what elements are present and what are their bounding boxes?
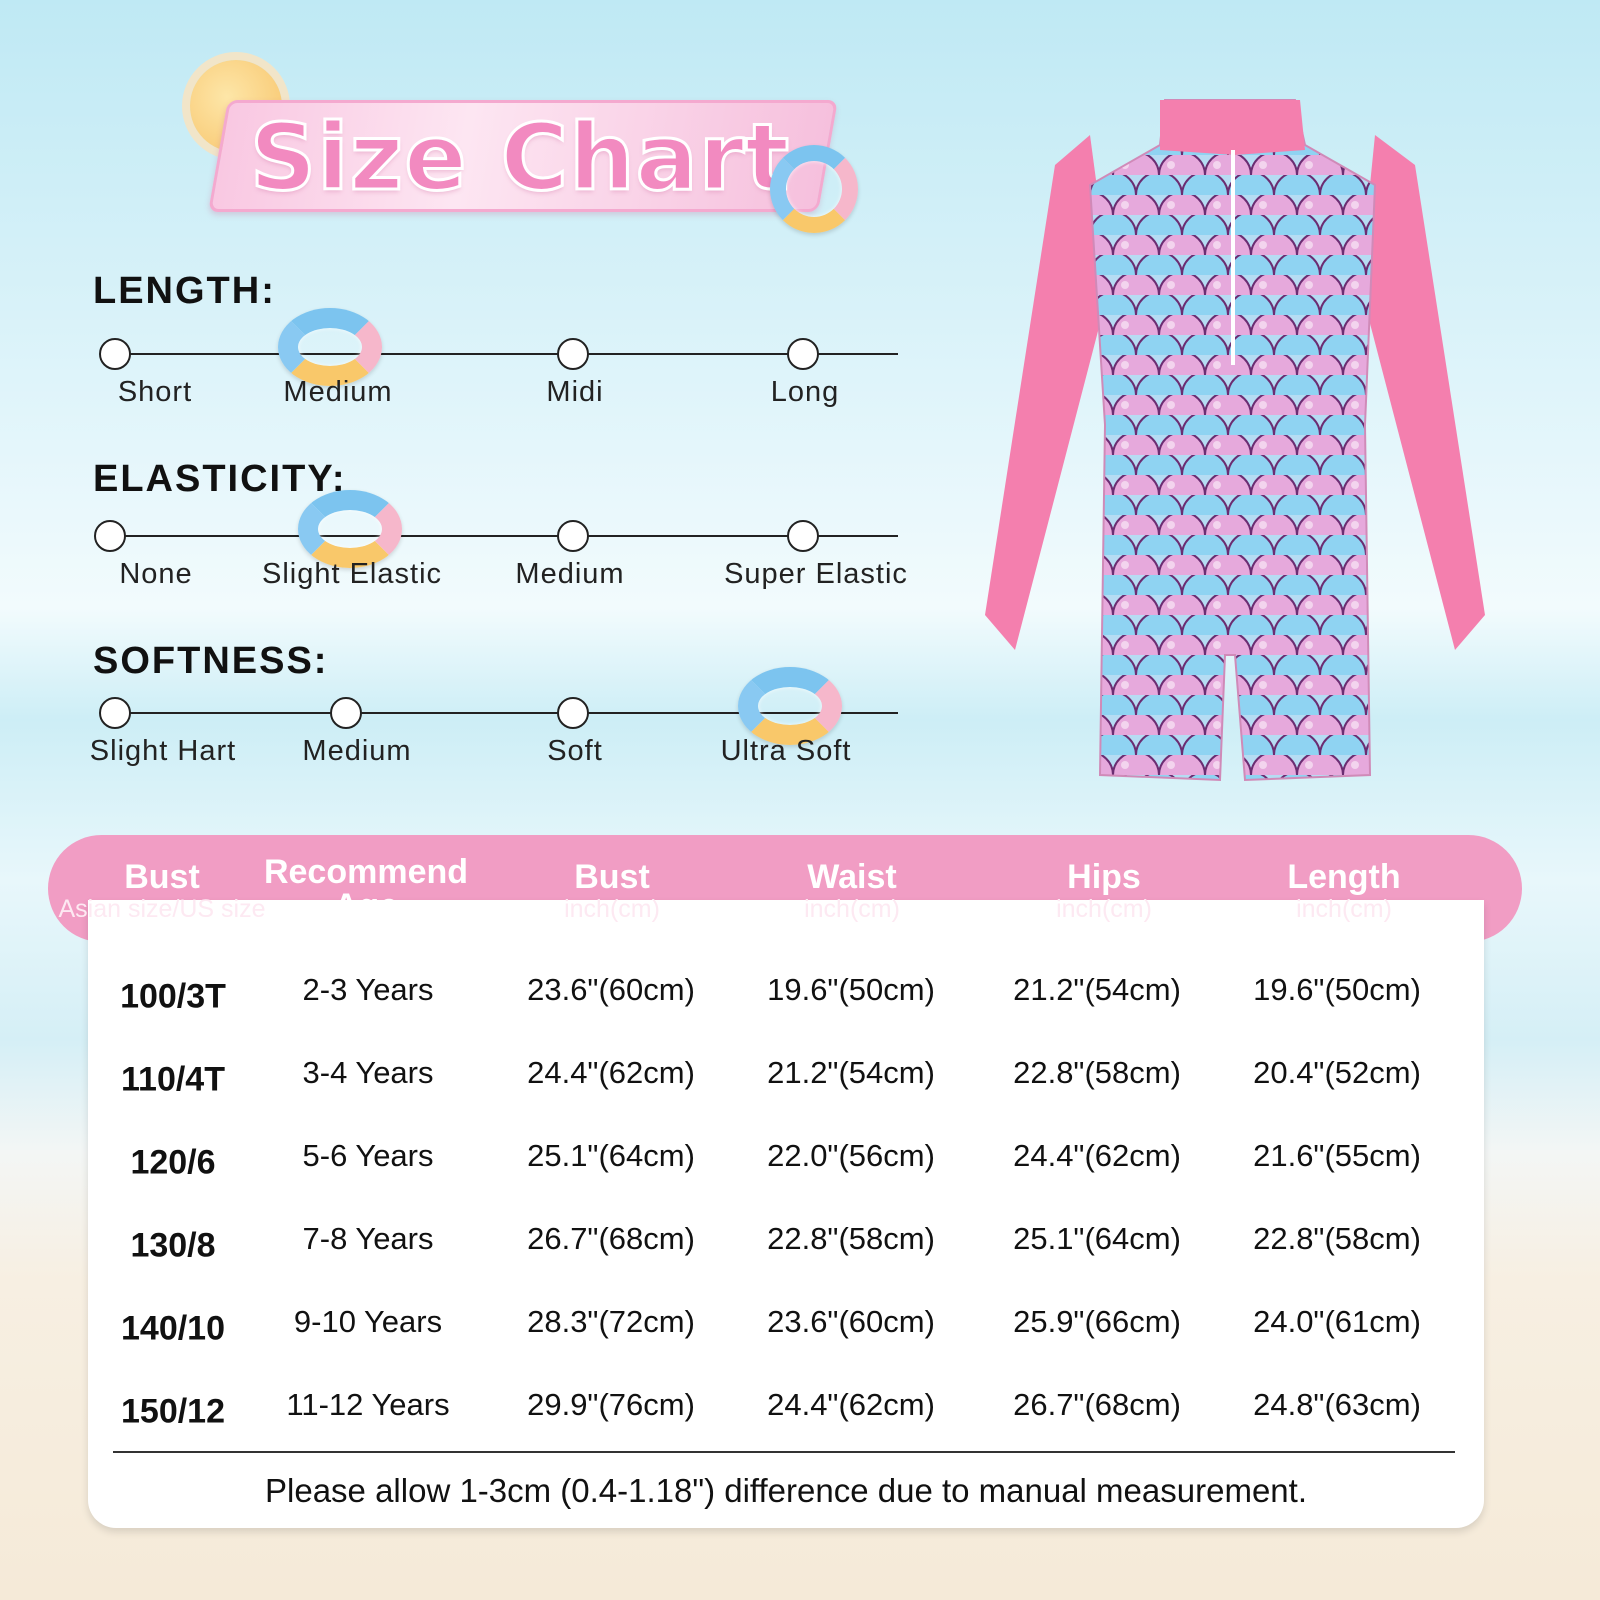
attribute-title: LENGTH: [93,270,276,312]
table-cell: 20.4"(52cm) [1253,1055,1421,1090]
scale-option-label: Medium [302,735,412,767]
table-cell: 2-3 Years [302,972,434,1007]
table-cell: 22.8"(58cm) [1253,1221,1421,1256]
scale-option-label: Long [770,376,840,408]
table-cell: 3-4 Years [302,1055,434,1090]
table-cell: 24.0"(61cm) [1253,1304,1421,1339]
table-cell: 26.7"(68cm) [527,1221,695,1256]
scale-option-label: None [119,558,193,590]
column-header: Length inch(cm) [1287,858,1401,923]
table-cell: 110/4T [121,1060,225,1099]
scale-point[interactable] [787,520,819,552]
attribute-title: ELASTICITY: [93,458,347,500]
divider [113,1451,1455,1453]
scale-option-label: Short [117,376,193,408]
column-header: Bust Asian size/US size [58,858,266,923]
table-cell: 24.4"(62cm) [527,1055,695,1090]
table-cell: 19.6"(50cm) [1253,972,1421,1007]
table-cell: 5-6 Years [302,1138,434,1173]
column-header: Bust inch(cm) [564,858,660,923]
scale-track [100,712,898,714]
scale-point[interactable] [99,338,131,370]
column-header: Hips inch(cm) [1056,858,1152,923]
table-cell: 23.6"(60cm) [527,972,695,1007]
scale-track [100,535,898,537]
table-cell: 7-8 Years [302,1221,434,1256]
swim-ring-icon [278,308,382,386]
table-cell: 24.4"(62cm) [1013,1138,1181,1173]
scale-option-label: Midi [546,376,604,408]
scale-option-label: Slight Elastic [261,558,443,590]
scale-option-label: Medium [515,558,625,590]
scale-option-label: Ultra Soft [720,735,852,767]
table-cell: 25.1"(64cm) [1013,1221,1181,1256]
scale-option-label: Super Elastic [724,558,908,590]
table-cell: 22.0"(56cm) [767,1138,935,1173]
scale-point[interactable] [330,697,362,729]
table-cell: 29.9"(76cm) [527,1387,695,1422]
page-title: Size Chart [248,103,791,213]
measurement-note: Please allow 1-3cm (0.4-1.18") differenc… [265,1472,1307,1509]
table-cell: 120/6 [130,1143,216,1182]
scale-point[interactable] [557,338,589,370]
table-cell: 130/8 [130,1226,216,1265]
table-cell: 21.6"(55cm) [1253,1138,1421,1173]
table-cell: 100/3T [120,977,226,1016]
scale-track [100,353,898,355]
table-cell: 28.3"(72cm) [527,1304,695,1339]
scale-option-label: Soft [547,735,603,767]
scale-option-label: Slight Hart [89,735,237,767]
table-cell: 9-10 Years [293,1304,443,1339]
table-cell: 23.6"(60cm) [767,1304,935,1339]
swim-ring-icon [298,490,402,568]
size-table-panel [88,900,1484,1528]
swimsuit-image [985,99,1485,782]
table-cell: 19.6"(50cm) [767,972,935,1007]
swim-ring-icon [770,145,858,233]
swim-ring-icon [738,667,842,745]
table-cell: 22.8"(58cm) [1013,1055,1181,1090]
scale-point[interactable] [557,520,589,552]
table-cell: 22.8"(58cm) [767,1221,935,1256]
table-cell: 11-12 Years [286,1387,450,1422]
column-header: Waist inch(cm) [804,858,900,923]
column-header: Recommend Age [263,853,469,925]
scale-point[interactable] [557,697,589,729]
table-cell: 24.4"(62cm) [767,1387,935,1422]
table-cell: 26.7"(68cm) [1013,1387,1181,1422]
scale-point[interactable] [99,697,131,729]
table-cell: 21.2"(54cm) [767,1055,935,1090]
table-cell: 25.9"(66cm) [1013,1304,1181,1339]
attribute-title: SOFTNESS: [93,640,329,682]
table-cell: 24.8"(63cm) [1253,1387,1421,1422]
table-cell: 21.2"(54cm) [1013,972,1181,1007]
scale-point[interactable] [94,520,126,552]
table-cell: 150/12 [121,1392,225,1431]
table-cell: 140/10 [121,1309,225,1348]
table-cell: 25.1"(64cm) [527,1138,695,1173]
scale-point[interactable] [787,338,819,370]
scale-option-label: Medium [283,376,393,408]
